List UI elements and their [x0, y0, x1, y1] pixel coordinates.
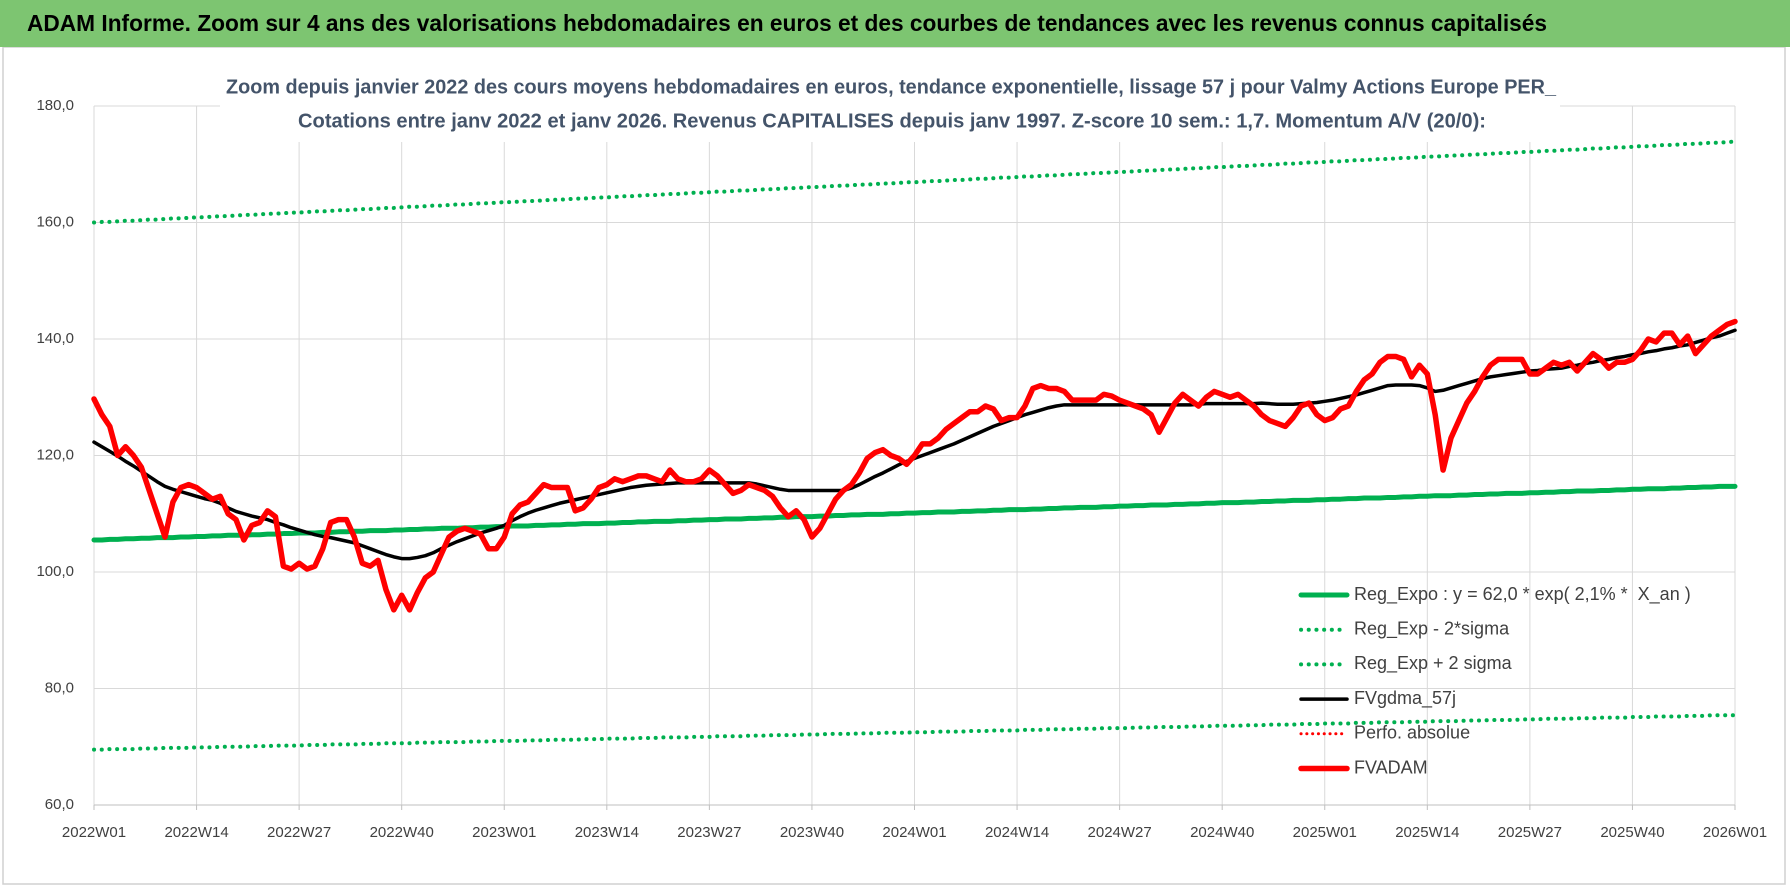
x-tick-label: 2023W40	[780, 824, 844, 841]
y-tick-label: 100,0	[36, 563, 74, 580]
legend-label: FVADAM	[1354, 757, 1428, 777]
series-line	[92, 139, 1737, 225]
series-line	[91, 483, 1738, 543]
x-tick-label: 2022W01	[62, 824, 126, 841]
x-tick-label: 2022W40	[370, 824, 434, 841]
x-tick-label: 2022W27	[267, 824, 331, 841]
legend: Reg_Expo : y = 62,0 * exp( 2,1% * X_an )…	[1298, 584, 1691, 777]
x-tick-label: 2024W01	[882, 824, 946, 841]
y-tick-label: 80,0	[45, 679, 74, 696]
y-tick-label: 120,0	[36, 446, 74, 463]
page-title: ADAM Informe. Zoom sur 4 ans des valoris…	[27, 10, 1547, 36]
legend-label: FVgdma_57j	[1354, 688, 1456, 709]
x-tick-label: 2023W14	[575, 824, 639, 841]
x-tick-label: 2023W27	[677, 824, 741, 841]
y-tick-label: 140,0	[36, 330, 74, 347]
y-tick-label: 60,0	[45, 796, 74, 813]
chart-subtitle: Zoom depuis janvier 2022 des cours moyen…	[226, 76, 1557, 98]
y-tick-label: 160,0	[36, 213, 74, 230]
legend-label: Reg_Exp + 2 sigma	[1354, 653, 1513, 674]
x-tick-label: 2026W01	[1703, 824, 1767, 841]
x-tick-label: 2022W14	[164, 824, 228, 841]
y-tick-label: 180,0	[36, 97, 74, 114]
title-bar	[0, 0, 1790, 47]
series-line	[91, 318, 1738, 613]
chart-subtitle: Cotations entre janv 2022 et janv 2026. …	[298, 110, 1486, 132]
x-tick-label: 2025W14	[1395, 824, 1459, 841]
x-tick-label: 2025W01	[1293, 824, 1357, 841]
x-tick-label: 2025W40	[1600, 824, 1664, 841]
legend-label: Perfo. absolue	[1354, 723, 1470, 743]
legend-label: Reg_Expo : y = 62,0 * exp( 2,1% * X_an )	[1354, 584, 1691, 605]
x-tick-label: 2024W27	[1088, 824, 1152, 841]
legend-label: Reg_Exp - 2*sigma	[1354, 618, 1510, 639]
x-tick-label: 2023W01	[472, 824, 536, 841]
x-tick-label: 2024W40	[1190, 824, 1254, 841]
x-tick-label: 2024W14	[985, 824, 1049, 841]
plot-area: 60,0 80,0 100,0 120,0 140,0 160,0 180,0 2022W01…	[36, 97, 1767, 841]
subtitle-background	[220, 70, 1560, 142]
x-tick-label: 2025W27	[1498, 824, 1562, 841]
